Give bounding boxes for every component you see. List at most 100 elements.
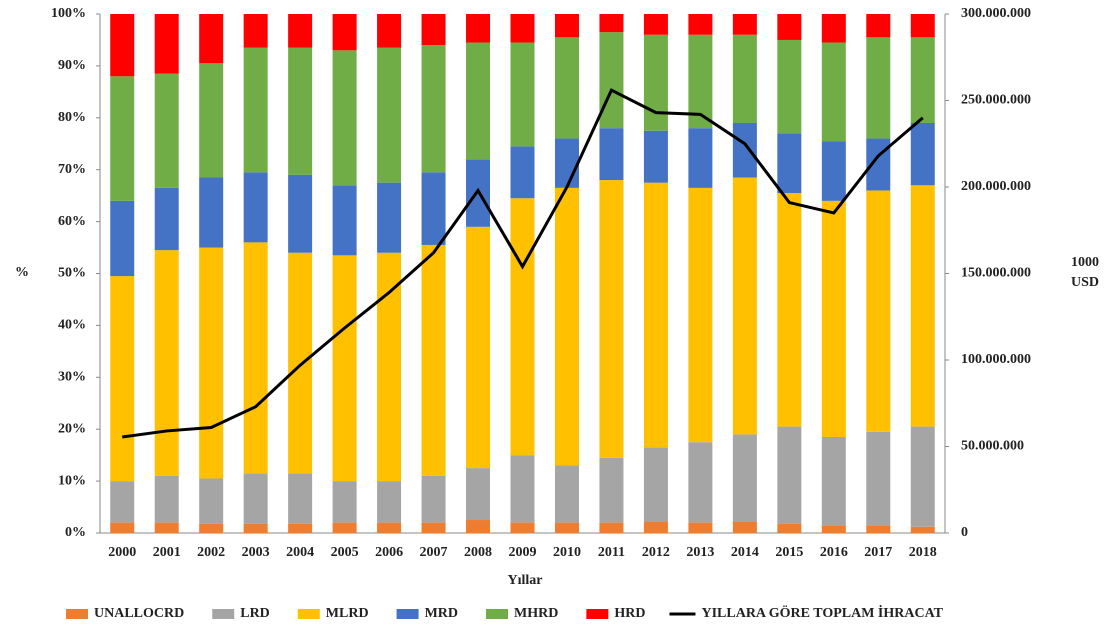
x-tick-label: 2008	[464, 545, 492, 560]
bar-segment	[199, 523, 224, 533]
bar-segment	[910, 14, 935, 38]
x-tick-label: 2000	[108, 545, 136, 560]
bar-segment	[288, 47, 313, 175]
legend-label: HRD	[614, 606, 645, 621]
bar-segment	[332, 50, 357, 186]
bar-segment	[243, 47, 268, 173]
bar-segment	[288, 473, 313, 524]
bar-segment	[288, 14, 313, 48]
line-series	[122, 88, 924, 439]
bar-segment	[377, 47, 402, 183]
bar-segment	[154, 522, 179, 533]
bar-segment	[243, 172, 268, 243]
x-tick-label: 2017	[864, 545, 892, 560]
bar-segment	[910, 185, 935, 427]
bar-segment	[643, 130, 668, 183]
bar-segment	[554, 522, 579, 533]
bar-segment	[732, 34, 757, 123]
bar-segment	[377, 182, 402, 253]
bar-segment	[288, 174, 313, 253]
y2-tick-label: 200.000.000	[961, 179, 1031, 194]
bar-segment	[866, 190, 891, 432]
bar-segment	[510, 198, 535, 456]
bar-segment	[688, 187, 713, 443]
legend-swatch	[486, 609, 509, 619]
y-tick-label: 80%	[58, 110, 86, 125]
y2-tick-label: 150.000.000	[961, 266, 1031, 281]
bar-segment	[910, 122, 935, 186]
bar-segment	[110, 76, 135, 201]
y-tick-label: 20%	[58, 421, 86, 436]
x-tick-label: 2014	[731, 545, 759, 560]
legend-label: UNALLOCRD	[94, 606, 184, 621]
bar-segment	[866, 37, 891, 139]
bar-segment	[821, 436, 846, 526]
bar-segment	[599, 128, 624, 181]
x-tick-label: 2015	[775, 545, 803, 560]
bar-segment	[332, 14, 357, 51]
y-tick-label: 90%	[58, 58, 86, 73]
bar-segment	[377, 522, 402, 533]
bar-segment	[243, 14, 268, 48]
bar-segment	[110, 481, 135, 523]
bar-segment	[199, 14, 224, 64]
bar-segment	[510, 14, 535, 43]
bar-segment	[866, 525, 891, 533]
bar-segment	[866, 431, 891, 526]
bar-segment	[777, 523, 802, 533]
legend-swatch	[396, 609, 419, 619]
bar-segment	[332, 185, 357, 256]
bar-segment	[688, 128, 713, 188]
bar-segment	[288, 252, 313, 474]
bar-segment	[154, 14, 179, 74]
bar-segment	[688, 14, 713, 35]
y2-tick-label: 100.000.000	[961, 352, 1031, 367]
y2-tick-label: 300.000.000	[961, 6, 1031, 21]
bar-segment	[199, 247, 224, 479]
y2-axis-label: 1000 USD	[1071, 255, 1099, 290]
bar-segment	[866, 14, 891, 38]
bar-segment	[421, 172, 446, 245]
bar-segment	[199, 478, 224, 524]
bar-segment	[777, 14, 802, 40]
y-axis-label: %	[15, 265, 29, 280]
bar-segment	[554, 14, 579, 38]
bar-segment	[643, 182, 668, 448]
bar-segment	[599, 522, 624, 533]
bar-segment	[154, 187, 179, 251]
y-tick-label: 50%	[58, 266, 86, 281]
bar-segment	[777, 193, 802, 427]
x-tick-label: 2005	[331, 545, 359, 560]
bar-segment	[110, 14, 135, 77]
bar-segment	[732, 434, 757, 522]
bar-segment	[599, 32, 624, 129]
bar-segment	[643, 14, 668, 35]
y2-tick-label: 0	[961, 525, 968, 540]
x-axis-label: Yıllar	[508, 573, 543, 588]
legend-label: LRD	[240, 606, 270, 621]
bar-segment	[421, 522, 446, 533]
bar-segment	[777, 426, 802, 524]
bar-segment	[554, 138, 579, 188]
bar-segment	[643, 447, 668, 522]
bar-segment	[599, 14, 624, 33]
bar-segment	[643, 521, 668, 533]
bar-segment	[910, 526, 935, 533]
bar-segment	[910, 37, 935, 123]
x-tick-label: 2013	[686, 545, 714, 560]
bar-segment	[243, 242, 268, 474]
legend-label: MLRD	[326, 606, 369, 621]
bar-segment	[377, 481, 402, 523]
bar-segment	[154, 73, 179, 188]
bar-segment	[732, 177, 757, 435]
bar-segment	[732, 14, 757, 35]
y-tick-label: 30%	[58, 370, 86, 385]
bar-segment	[599, 457, 624, 523]
y-tick-label: 10%	[58, 473, 86, 488]
bar-segment	[466, 14, 491, 43]
x-tick-label: 2009	[509, 545, 537, 560]
bar-segment	[288, 523, 313, 533]
y-tick-label: 40%	[58, 318, 86, 333]
legend-label: MRD	[425, 606, 458, 621]
bar-segment	[554, 465, 579, 523]
